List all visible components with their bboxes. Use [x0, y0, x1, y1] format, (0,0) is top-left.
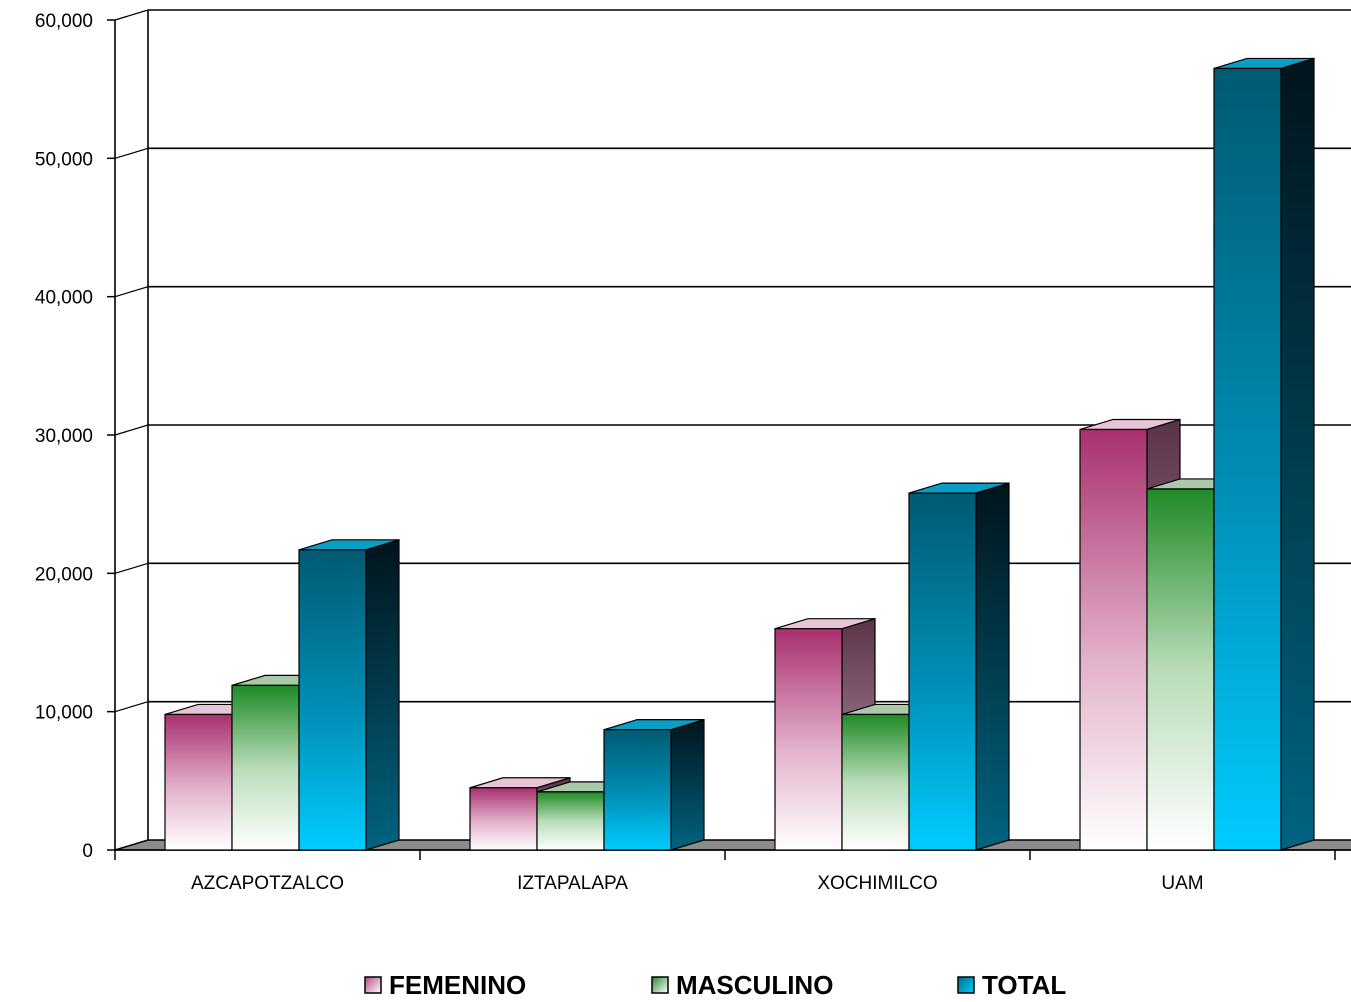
legend-item-total: TOTAL: [957, 970, 1066, 1000]
bar-front: [1079, 428, 1148, 851]
legend-label: TOTAL: [982, 970, 1066, 1000]
y-tick-label: 60,000: [35, 11, 93, 32]
gridline-depth: [114, 562, 149, 574]
legend-item-femenino: FEMENINO: [364, 970, 526, 1000]
bar-front: [603, 729, 672, 851]
x-category-label: AZCAPOTZALCO: [191, 873, 344, 894]
legend-swatch: [651, 976, 669, 994]
y-axis-ticks: 0 10,000 20,000 30,000 40,000 50,000 60,000: [35, 11, 115, 862]
bar-front: [298, 549, 367, 851]
bar-total-iztapalapa: [603, 718, 705, 851]
bar-front: [536, 791, 605, 851]
bars: [164, 57, 1315, 851]
legend-swatch: [364, 976, 382, 994]
bar-total-uam: [1213, 57, 1315, 851]
gridline-depth: [114, 9, 149, 21]
bar-side: [365, 539, 400, 851]
y-tick-label: 10,000: [35, 703, 93, 724]
bar-total-azcapotzalco: [298, 539, 400, 851]
x-category-label: IZTAPALAPA: [517, 873, 628, 894]
bar-front: [231, 684, 300, 851]
bar-total-xochimilco: [908, 482, 1010, 851]
legend-label: FEMENINO: [389, 970, 526, 1000]
gridline-depth: [114, 286, 149, 298]
legend-label: MASCULINO: [676, 970, 833, 1000]
bar-front: [841, 713, 910, 851]
legend-item-masculino: MASCULINO: [651, 970, 833, 1000]
y-tick-label: 50,000: [35, 149, 93, 170]
gridline-depth: [114, 701, 149, 713]
bar-front: [908, 492, 977, 851]
y-tick-label: 40,000: [35, 288, 93, 309]
legend: FEMENINO MASCULINO TOTAL: [364, 970, 1066, 1000]
y-tick-label: 0: [82, 841, 93, 862]
bar-front: [1146, 488, 1215, 851]
gridline-depth: [114, 424, 149, 436]
x-category-label: UAM: [1161, 873, 1203, 894]
x-category-label: XOCHIMILCO: [817, 873, 937, 894]
bar-front: [1213, 67, 1282, 851]
bar-front: [164, 713, 233, 851]
bar-front: [774, 628, 843, 851]
bar-front: [469, 787, 538, 851]
legend-swatch: [957, 976, 975, 994]
bar-side: [1280, 57, 1315, 851]
x-axis-categories: AZCAPOTZALCO IZTAPALAPA XOCHIMILCO UAM: [191, 873, 1204, 894]
y-tick-label: 30,000: [35, 426, 93, 447]
bar-side: [670, 718, 705, 851]
bar-side: [975, 482, 1010, 851]
gridline-depth: [114, 147, 149, 159]
y-tick-label: 20,000: [35, 564, 93, 585]
